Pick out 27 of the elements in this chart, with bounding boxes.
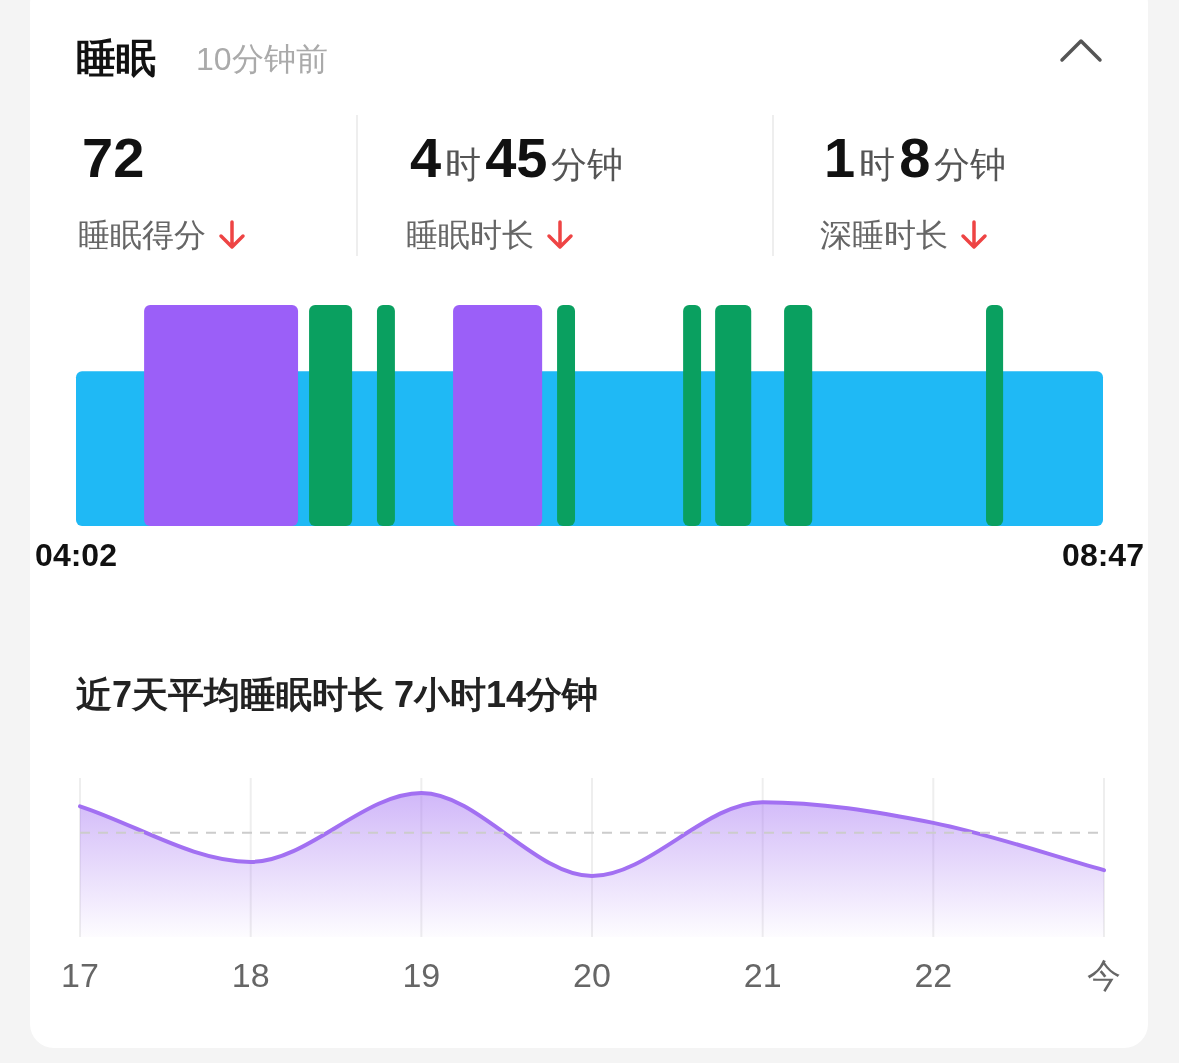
bar [683,305,702,526]
x-tick-label: 22 [914,956,953,994]
x-tick-label: 今 [1087,956,1121,994]
bar [453,305,543,526]
x-tick-label: 08:47 [1062,537,1144,573]
annotation: 1时8分钟 [824,126,1007,189]
bar [376,305,395,526]
annotation: 睡眠得分 [78,217,206,253]
x-tick-label: 19 [402,956,441,994]
bar [715,305,752,526]
x-tick-label: 20 [573,956,611,994]
chart-title: 近7天平均睡眠时长 7小时14分钟 [76,674,599,715]
x-tick-label: 21 [743,956,782,994]
x-tick-label: 18 [231,956,270,994]
bar [557,305,576,526]
annotation: 睡眠时长 [406,217,534,253]
x-tick-label: 04:02 [35,537,117,573]
text: 10分钟前 [196,41,328,77]
x-tick-label: 17 [61,956,99,994]
bar [309,305,353,526]
annotation: 72 [82,126,145,189]
bar [986,305,1004,526]
annotation: 深睡时长 [820,217,948,253]
bar [144,305,299,526]
bar [784,305,813,526]
text: 睡眠 [76,36,156,80]
annotation: 4时45分钟 [410,126,624,189]
